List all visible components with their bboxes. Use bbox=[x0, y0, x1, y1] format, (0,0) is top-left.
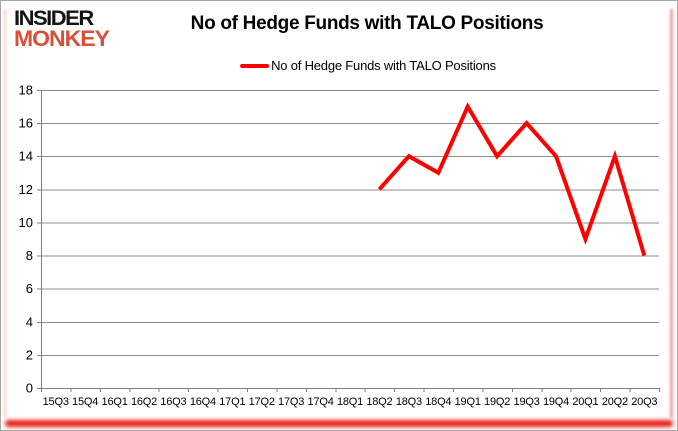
x-axis-label: 17Q3 bbox=[278, 396, 304, 408]
legend: No of Hedge Funds with TALO Positions bbox=[240, 58, 496, 73]
x-axis-label: 19Q3 bbox=[514, 396, 540, 408]
y-axis-label: 8 bbox=[26, 248, 33, 263]
x-axis-label: 19Q4 bbox=[543, 396, 569, 408]
x-axis-label: 20Q2 bbox=[602, 396, 628, 408]
x-axis-label: 15Q3 bbox=[43, 396, 69, 408]
x-axis-label: 16Q3 bbox=[160, 396, 186, 408]
y-axis-label: 18 bbox=[19, 83, 33, 98]
y-axis-label: 6 bbox=[26, 281, 33, 296]
logo-insider-text: INSIDER bbox=[14, 6, 94, 30]
x-axis-label: 18Q4 bbox=[425, 396, 451, 408]
y-axis-label: 0 bbox=[26, 381, 33, 396]
x-axis-label: 20Q3 bbox=[631, 396, 657, 408]
red-shadow-left bbox=[4, 9, 6, 418]
x-axis-label: 16Q1 bbox=[102, 396, 128, 408]
x-axis-label: 17Q1 bbox=[219, 396, 245, 408]
x-axis-label: 16Q4 bbox=[190, 396, 216, 408]
x-axis-label: 19Q1 bbox=[455, 396, 481, 408]
series-line bbox=[377, 102, 647, 257]
insider-monkey-logo: INSIDER MONKEY bbox=[14, 6, 110, 52]
y-axis-label: 4 bbox=[26, 314, 33, 329]
y-axis-label: 10 bbox=[19, 215, 33, 230]
x-axis-label: 17Q2 bbox=[249, 396, 275, 408]
x-axis-label: 18Q1 bbox=[337, 396, 363, 408]
x-axis-label: 16Q2 bbox=[131, 396, 157, 408]
red-shadow-bottom bbox=[5, 420, 673, 427]
chart-title: No of Hedge Funds with TALO Positions bbox=[190, 13, 544, 34]
x-axis-label: 15Q4 bbox=[72, 396, 98, 408]
red-shadow-right bbox=[670, 9, 673, 418]
legend-line-marker bbox=[240, 63, 270, 68]
y-axis-label: 14 bbox=[19, 149, 33, 164]
x-axis-label: 20Q1 bbox=[572, 396, 598, 408]
legend-label: No of Hedge Funds with TALO Positions bbox=[271, 58, 496, 73]
y-axis-label: 12 bbox=[19, 182, 33, 197]
x-axis-label: 19Q2 bbox=[484, 396, 510, 408]
y-axis-label: 16 bbox=[19, 116, 33, 131]
x-axis-label: 18Q2 bbox=[366, 396, 392, 408]
y-axis-label: 2 bbox=[26, 347, 33, 362]
logo-monkey-text: MONKEY bbox=[14, 26, 110, 52]
x-axis-label: 18Q3 bbox=[396, 396, 422, 408]
x-axis-label: 17Q4 bbox=[308, 396, 334, 408]
